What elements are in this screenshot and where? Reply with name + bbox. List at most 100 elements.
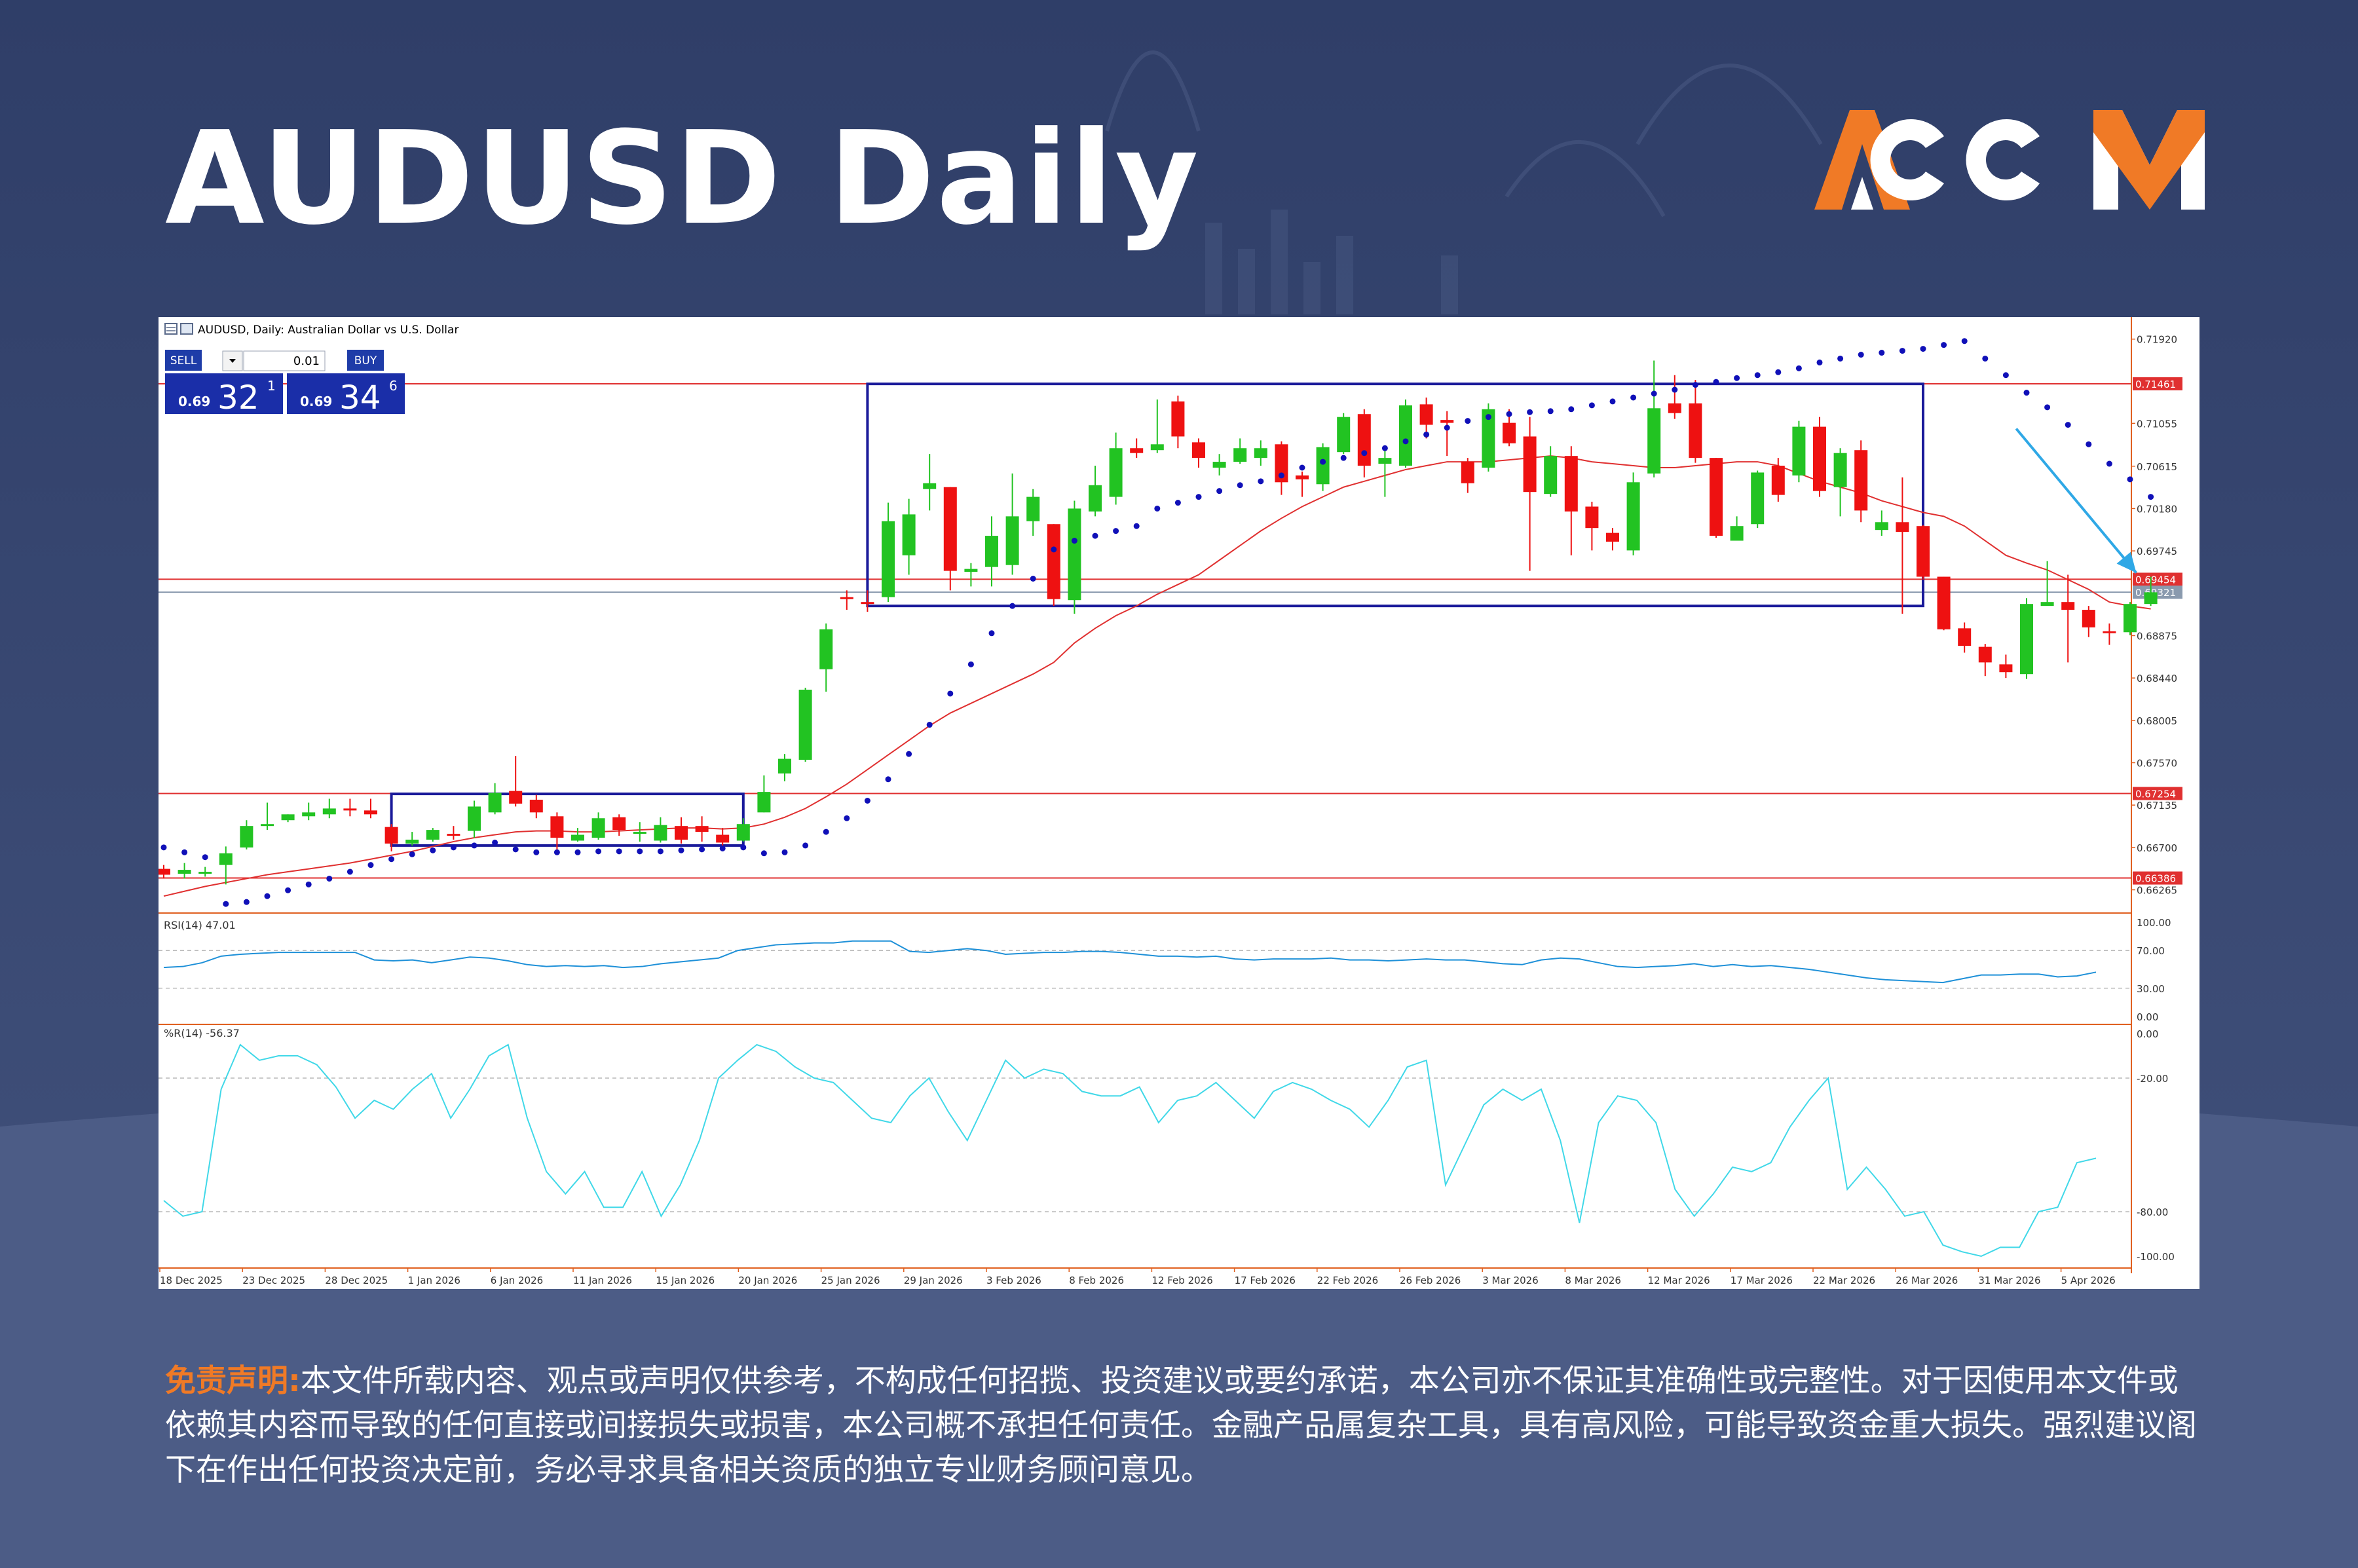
time-tick-label: 29 Jan 2026 [904, 1275, 963, 1286]
candle-body [1068, 508, 1081, 601]
time-tick-label: 20 Jan 2026 [738, 1275, 797, 1286]
rsi-tick-label: 100.00 [2137, 917, 2171, 929]
candle-body [819, 629, 833, 669]
candle-body [1109, 448, 1123, 497]
price-tick-label: 0.70180 [2137, 503, 2177, 515]
sar-dot [2086, 441, 2092, 447]
level-price-tag [2133, 871, 2182, 885]
time-tick-label: 5 Apr 2026 [2061, 1275, 2116, 1286]
candle-body [1089, 485, 1102, 512]
candle-body [571, 834, 584, 841]
sar-dot [1299, 464, 1305, 471]
candle-body [178, 870, 191, 874]
candle-body [1710, 458, 1723, 536]
sell-button[interactable] [165, 350, 202, 371]
sar-dot [305, 881, 312, 887]
chart-header: AUDUSD, Daily: Australian Dollar vs U.S.… [164, 323, 458, 337]
sar-dot [802, 842, 809, 849]
candle-body [1130, 448, 1144, 453]
wr-tick-label: 0.00 [2137, 1028, 2158, 1040]
candle-body [2061, 602, 2075, 610]
price-tick-label: 0.68875 [2137, 630, 2177, 642]
sar-dot [160, 844, 167, 851]
candle-body [1896, 522, 1909, 532]
time-tick-label: 18 Dec 2025 [160, 1275, 223, 1286]
candle-body [1751, 472, 1765, 525]
candle-body [281, 814, 295, 821]
sar-dot [1879, 350, 1885, 356]
rsi-line [163, 940, 2097, 984]
page-title: AUDUSD Daily [165, 104, 1200, 253]
candle-body [509, 791, 523, 804]
sar-dot [760, 850, 767, 857]
sar-dot [1174, 500, 1181, 506]
candle-body [1523, 436, 1537, 493]
sar-dot [595, 848, 602, 855]
time-tick-label: 8 Mar 2026 [1565, 1275, 1621, 1286]
sar-dot [1361, 450, 1368, 457]
sar-dot [2127, 476, 2133, 483]
sell-price-big: 32 [217, 379, 259, 417]
candle-body [2103, 631, 2116, 633]
candle-body [654, 825, 667, 841]
chart-svg: 0.71461 0.69454 0.69 32 1 0.67254 0.66386 0.71… [157, 317, 2199, 1289]
buy-button[interactable] [347, 350, 384, 371]
candle-body [488, 793, 502, 813]
candle-body [1647, 408, 1661, 474]
lot-size-input[interactable] [243, 350, 326, 371]
candle-body [240, 826, 253, 848]
disclaimer-label: 免责声明: [165, 1363, 301, 1399]
candle-body [1626, 482, 1640, 551]
sell-price-box[interactable] [165, 373, 283, 414]
candle-body [343, 808, 357, 811]
buy-label: BUY [354, 354, 377, 367]
candle-body [1854, 450, 1868, 511]
candle-body [1378, 458, 1392, 464]
level-price-tag [2133, 572, 2182, 586]
wr-line [163, 1043, 2097, 1258]
sar-dot [285, 887, 291, 893]
candle-body [1813, 426, 1826, 491]
candle-body [1233, 448, 1247, 462]
candle-body [1316, 447, 1330, 485]
candle-body [529, 800, 543, 813]
sar-dot [947, 690, 954, 697]
time-tick-label: 28 Dec 2025 [325, 1275, 388, 1286]
sar-dot [1754, 372, 1761, 379]
price-tick-label: 0.68440 [2137, 673, 2177, 684]
candle-body [157, 868, 170, 875]
candle-body [1171, 401, 1185, 437]
buy-price-big: 34 [339, 379, 381, 417]
candle-body [2144, 592, 2158, 605]
sar-dot [471, 842, 477, 849]
wr-tick-label: -80.00 [2137, 1206, 2168, 1218]
candle-body [1047, 524, 1060, 599]
price-tick-label: 0.67135 [2137, 800, 2177, 812]
candle-body [198, 872, 212, 874]
chevron-down-icon [229, 359, 236, 363]
sar-dot [450, 844, 457, 851]
sar-dot [719, 845, 726, 851]
candle-body [447, 834, 460, 836]
sar-dot [1795, 365, 1802, 371]
sar-dot [781, 849, 788, 855]
time-tick-label: 17 Feb 2026 [1235, 1275, 1296, 1286]
sar-dot [553, 849, 560, 855]
candle-body [1544, 456, 1558, 495]
candle-body [882, 521, 895, 597]
chart-panel: 0.71461 0.69454 0.69 32 1 0.67254 0.66386 0.71… [157, 317, 2199, 1289]
candle-body [1461, 462, 1474, 483]
price-tick-label: 0.70615 [2137, 461, 2177, 473]
candle-body [1689, 403, 1702, 458]
candle-body [1875, 522, 1888, 531]
time-tick-label: 3 Feb 2026 [986, 1275, 1041, 1286]
candle-body [633, 832, 646, 834]
rsi-tick-label: 0.00 [2137, 1011, 2158, 1023]
candle-body [1503, 422, 1516, 443]
sar-dot [1444, 424, 1450, 431]
buy-price-box[interactable] [287, 373, 405, 414]
rsi-label: RSI(14) 47.01 [164, 919, 236, 931]
candle-body [736, 824, 750, 841]
candle-body [364, 810, 377, 815]
sar-dot [264, 893, 271, 899]
